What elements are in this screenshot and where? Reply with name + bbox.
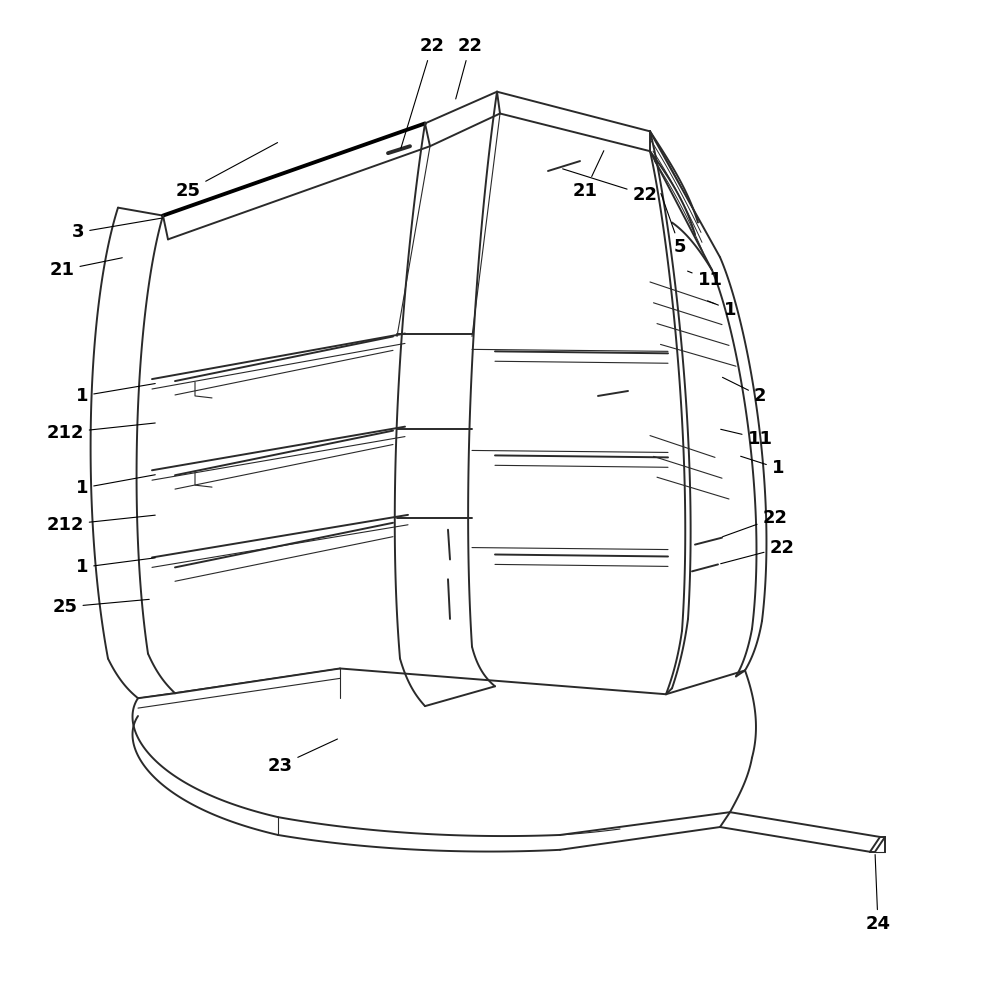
Text: 1: 1 — [75, 384, 156, 405]
Text: 1: 1 — [75, 475, 156, 497]
Text: 3: 3 — [71, 218, 163, 241]
Text: 212: 212 — [47, 423, 156, 442]
Text: 22: 22 — [720, 539, 795, 564]
Text: 212: 212 — [47, 515, 156, 534]
Text: 1: 1 — [740, 456, 784, 477]
Text: 22: 22 — [456, 37, 483, 99]
Text: 21: 21 — [50, 258, 122, 279]
Text: 22: 22 — [400, 37, 445, 149]
Text: 11: 11 — [688, 271, 722, 289]
Text: 5: 5 — [661, 193, 686, 256]
Text: 24: 24 — [865, 855, 891, 933]
Text: 1: 1 — [708, 301, 736, 319]
Text: 1: 1 — [75, 558, 156, 576]
Text: 11: 11 — [720, 429, 773, 448]
Text: 22: 22 — [563, 169, 657, 204]
Text: 25: 25 — [175, 143, 277, 200]
Text: 23: 23 — [268, 739, 338, 775]
Text: 21: 21 — [573, 151, 604, 200]
Text: 25: 25 — [53, 598, 150, 616]
Text: 22: 22 — [722, 509, 788, 537]
Text: 2: 2 — [722, 377, 766, 405]
